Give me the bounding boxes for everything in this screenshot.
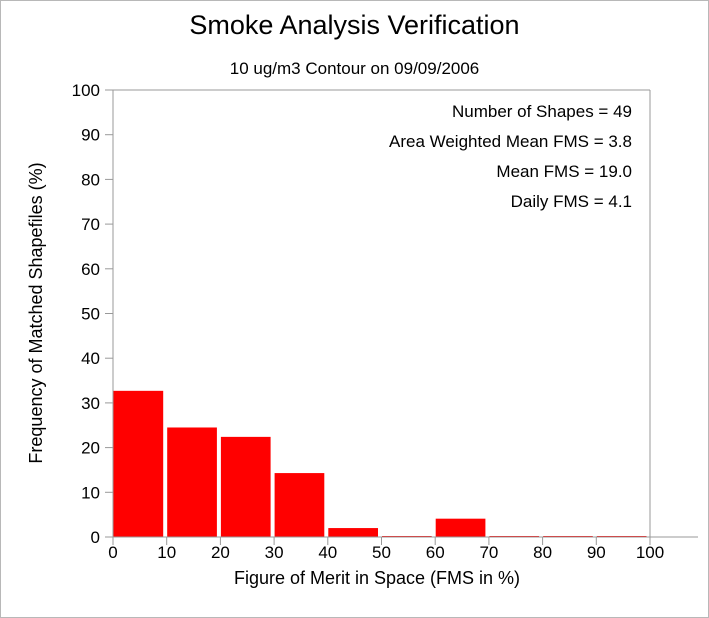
y-tick-label: 90 — [81, 126, 100, 145]
histogram-bar — [435, 518, 486, 537]
y-tick-label: 80 — [81, 170, 100, 189]
stat-annotation: Number of Shapes = 49 — [452, 102, 632, 121]
stat-annotation: Mean FMS = 19.0 — [496, 162, 632, 181]
histogram-bar — [220, 436, 271, 537]
y-tick-label: 70 — [81, 215, 100, 234]
x-tick-label: 60 — [426, 543, 445, 562]
x-tick-label: 100 — [636, 543, 664, 562]
stat-annotation: Daily FMS = 4.1 — [511, 192, 632, 211]
y-tick-label: 50 — [81, 305, 100, 324]
chart-subtitle: 10 ug/m3 Contour on 09/09/2006 — [229, 59, 480, 78]
y-axis-label: Frequency of Matched Shapefiles (%) — [26, 162, 46, 463]
y-tick-label: 30 — [81, 394, 100, 413]
histogram-bar — [274, 473, 325, 537]
y-tick-label: 10 — [81, 483, 100, 502]
x-axis-label: Figure of Merit in Space (FMS in %) — [234, 568, 520, 588]
stat-annotation: Area Weighted Mean FMS = 3.8 — [389, 132, 632, 151]
y-tick-label: 40 — [81, 349, 100, 368]
histogram-bar — [328, 528, 378, 537]
x-tick-label: 20 — [211, 543, 230, 562]
x-tick-label: 0 — [108, 543, 117, 562]
x-tick-label: 10 — [157, 543, 176, 562]
x-tick-label: 90 — [587, 543, 606, 562]
chart-title: Smoke Analysis Verification — [189, 10, 520, 40]
x-tick-label: 40 — [318, 543, 337, 562]
x-tick-label: 30 — [265, 543, 284, 562]
x-tick-label: 70 — [479, 543, 498, 562]
histogram-bar — [167, 427, 217, 537]
ticks-layer: 0 10 20 30 40 50 60 70 80 90 100 0 10 20 30 40 50 60 70 80 9… — [72, 81, 665, 562]
stats-annotations: Number of Shapes = 49 Area Weighted Mean … — [389, 102, 632, 211]
y-tick-label: 60 — [81, 260, 100, 279]
x-tick-label: 80 — [533, 543, 552, 562]
y-tick-label: 100 — [72, 81, 100, 100]
y-tick-label: 20 — [81, 439, 100, 458]
histogram-bar — [113, 390, 164, 537]
bars-layer — [113, 390, 647, 537]
y-tick-label: 0 — [91, 528, 100, 547]
x-tick-label: 50 — [372, 543, 391, 562]
